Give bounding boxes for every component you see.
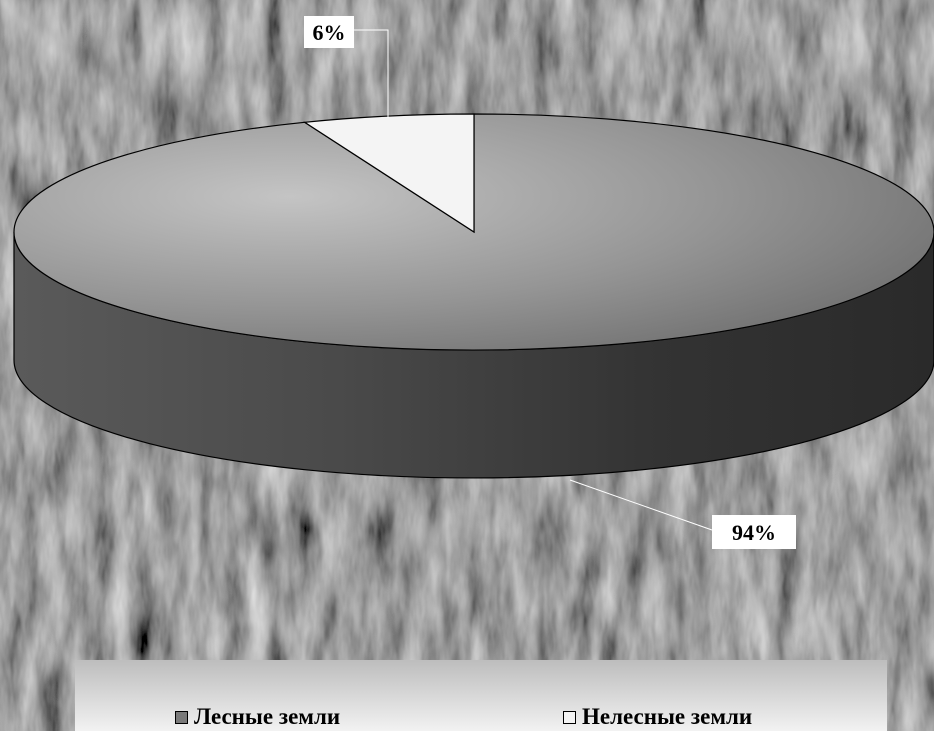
data-label-box [712, 515, 796, 549]
data-labels: 94% 6% [304, 16, 796, 549]
legend-swatch-icon [175, 710, 188, 724]
legend-item-nonforest: Нелесные земли [563, 704, 752, 730]
legend-label: Нелесные земли [582, 704, 753, 729]
legend-item-forest: Лесные земли [175, 704, 340, 730]
data-label-box [304, 16, 354, 48]
data-label: 94% [732, 520, 776, 545]
leader-line [354, 29, 389, 118]
legend: Лесные земли Нелесные земли [75, 660, 887, 731]
legend-swatch-icon [563, 710, 576, 724]
legend-label: Лесные земли [194, 704, 341, 729]
pie-group [13, 113, 934, 479]
data-label: 6% [313, 20, 346, 45]
leader-line [569, 479, 713, 531]
